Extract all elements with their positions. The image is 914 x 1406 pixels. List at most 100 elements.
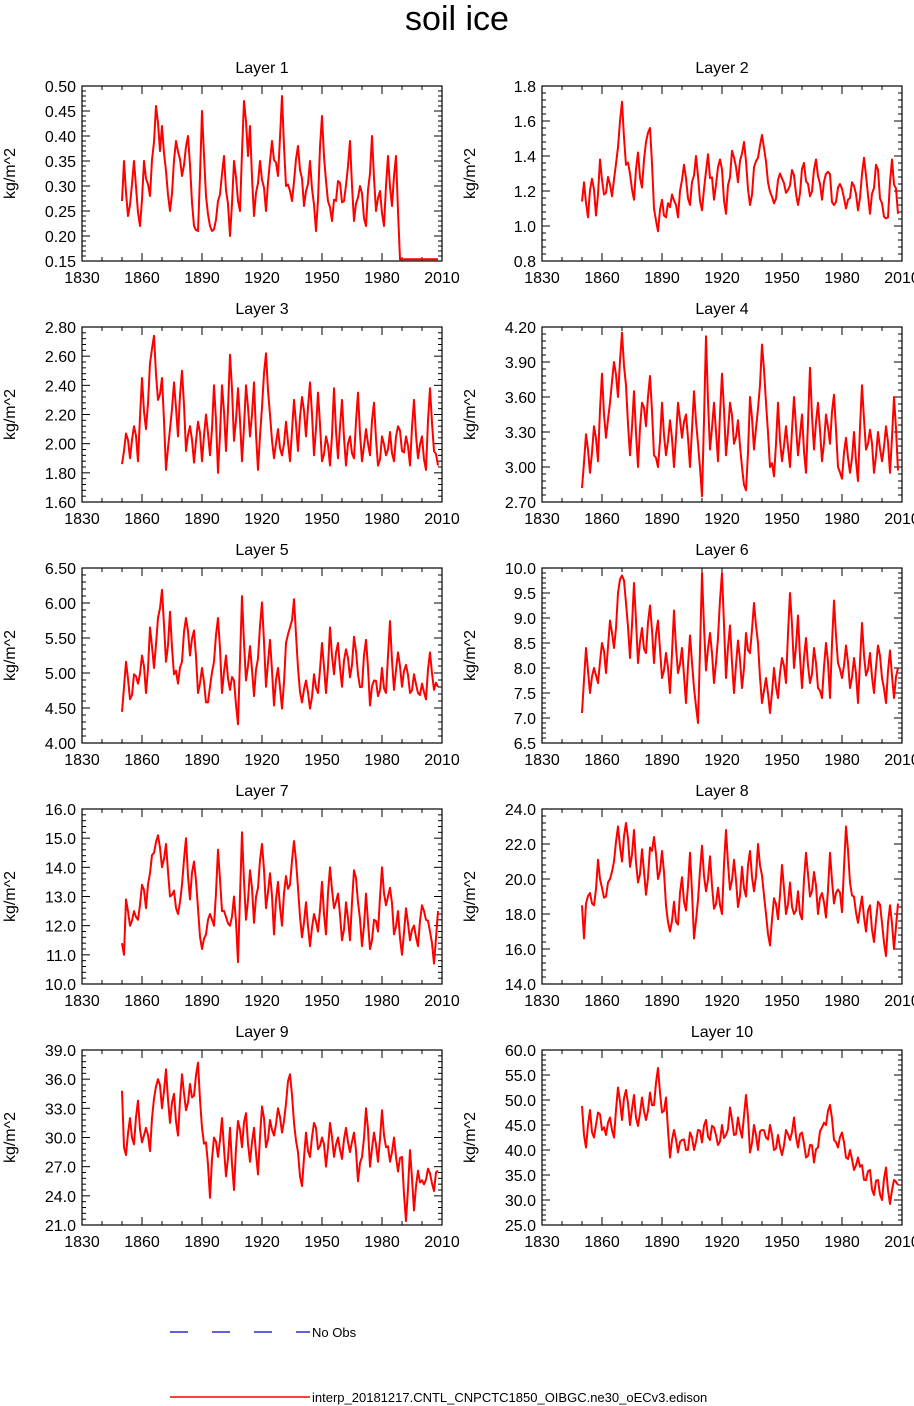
panel-title: Layer 5 [235, 542, 288, 559]
x-tick-label: 1890 [184, 270, 220, 287]
x-tick-label: 1860 [584, 270, 620, 287]
chart-panel-layer-1: Layer 1 1830 1860 1890 1920 1950 1980 2010 0.15 0… [2, 60, 460, 287]
y-tick-label: 7.5 [514, 686, 536, 703]
x-tick-label: 1860 [124, 993, 160, 1010]
series-line [121, 1061, 439, 1223]
y-tick-label: 3.60 [505, 390, 536, 407]
panel-title: Layer 2 [695, 60, 748, 77]
y-tick-label: 21.0 [45, 1218, 76, 1235]
series-line [121, 95, 438, 261]
y-tick-label: 1.2 [514, 184, 536, 201]
panel-title: Layer 10 [691, 1024, 753, 1041]
x-tick-label: 1830 [64, 752, 100, 769]
y-tick-label: 2.00 [45, 437, 76, 454]
x-tick-label: 1980 [364, 1234, 400, 1251]
page-title: soil ice [405, 0, 509, 38]
x-tick-label: 1980 [824, 270, 860, 287]
x-tick-label: 1830 [64, 993, 100, 1010]
series-line [581, 331, 899, 498]
x-tick-label: 1980 [824, 993, 860, 1010]
y-tick-label: 4.50 [45, 701, 76, 718]
y-tick-label: 10.0 [45, 977, 76, 994]
y-tick-label: 24.0 [505, 802, 536, 819]
x-tick-label: 1830 [524, 511, 560, 528]
series-line [581, 572, 899, 724]
y-tick-label: 2.80 [45, 320, 76, 337]
y-tick-label: 2.70 [505, 495, 536, 512]
x-tick-label: 2010 [884, 270, 914, 287]
x-tick-label: 1830 [524, 270, 560, 287]
x-tick-label: 1980 [824, 752, 860, 769]
y-tick-label: 0.15 [45, 254, 76, 271]
y-tick-label: 27.0 [45, 1160, 76, 1177]
chart-panel-layer-7: Layer 7 1830 1860 1890 1920 1950 1980 2010 10.0 1… [2, 783, 460, 1010]
y-tick-label: 36.0 [45, 1072, 76, 1089]
y-axis-label: kg/m^2 [462, 389, 479, 440]
y-tick-label: 18.0 [505, 907, 536, 924]
y-tick-label: 39.0 [45, 1043, 76, 1060]
x-tick-label: 1980 [824, 511, 860, 528]
y-axis-label: kg/m^2 [462, 871, 479, 922]
x-tick-label: 1950 [764, 511, 800, 528]
x-tick-label: 2010 [884, 993, 914, 1010]
panel-title: Layer 7 [235, 783, 288, 800]
series-line [121, 831, 439, 965]
x-tick-label: 1920 [704, 270, 740, 287]
y-tick-label: 15.0 [45, 831, 76, 848]
legend-model-label: interp_20181217.CNTL_CNPCTC1850_OIBGC.ne… [312, 1390, 707, 1405]
chart-panel-layer-10: Layer 10 1830 1860 1890 1920 1950 1980 2010 25.0… [462, 1024, 914, 1251]
x-tick-label: 1860 [584, 1234, 620, 1251]
y-tick-label: 20.0 [505, 872, 536, 889]
x-tick-label: 1860 [124, 270, 160, 287]
y-tick-label: 4.00 [45, 736, 76, 753]
x-tick-label: 1860 [584, 752, 620, 769]
x-tick-label: 1980 [364, 752, 400, 769]
x-tick-label: 1830 [64, 511, 100, 528]
chart-panel-layer-9: Layer 9 1830 1860 1890 1920 1950 1980 2010 21.0 2… [2, 1024, 460, 1251]
x-tick-label: 2010 [884, 1234, 914, 1251]
chart-panel-layer-4: Layer 4 1830 1860 1890 1920 1950 1980 2010 2.70 3… [462, 301, 914, 528]
series-line [121, 588, 439, 726]
chart-panel-layer-2: Layer 2 1830 1860 1890 1920 1950 1980 2010 0.8 1.… [462, 60, 914, 287]
y-tick-label: 24.0 [45, 1189, 76, 1206]
panel-title: Layer 1 [235, 60, 288, 77]
y-tick-label: 30.0 [45, 1131, 76, 1148]
y-tick-label: 45.0 [505, 1118, 536, 1135]
x-tick-label: 1950 [304, 270, 340, 287]
y-tick-label: 22.0 [505, 837, 536, 854]
y-tick-label: 0.40 [45, 129, 76, 146]
x-tick-label: 1950 [764, 752, 800, 769]
x-tick-label: 1920 [244, 1234, 280, 1251]
y-axis-label: kg/m^2 [2, 630, 19, 681]
y-axis-label: kg/m^2 [462, 630, 479, 681]
y-tick-label: 14.0 [505, 977, 536, 994]
y-tick-label: 0.30 [45, 179, 76, 196]
panel-title: Layer 3 [235, 301, 288, 318]
y-tick-label: 0.25 [45, 204, 76, 221]
y-tick-label: 40.0 [505, 1143, 536, 1160]
y-tick-label: 50.0 [505, 1093, 536, 1110]
x-tick-label: 1950 [304, 752, 340, 769]
x-tick-label: 2010 [424, 1234, 460, 1251]
x-tick-label: 1980 [364, 270, 400, 287]
y-tick-label: 2.20 [45, 408, 76, 425]
y-axis-label: kg/m^2 [2, 148, 19, 199]
x-tick-label: 1920 [244, 270, 280, 287]
y-tick-label: 35.0 [505, 1168, 536, 1185]
y-tick-label: 5.50 [45, 631, 76, 648]
plot-frame [541, 326, 903, 503]
x-tick-label: 1890 [644, 752, 680, 769]
y-tick-label: 30.0 [505, 1193, 536, 1210]
x-tick-label: 1980 [824, 1234, 860, 1251]
x-tick-label: 1830 [64, 270, 100, 287]
x-tick-label: 1830 [64, 1234, 100, 1251]
y-tick-label: 3.00 [505, 460, 536, 477]
panel-title: Layer 6 [695, 542, 748, 559]
x-tick-label: 1860 [124, 752, 160, 769]
y-axis-label: kg/m^2 [2, 871, 19, 922]
x-tick-label: 1830 [524, 752, 560, 769]
x-tick-label: 1890 [184, 1234, 220, 1251]
x-tick-label: 2010 [424, 993, 460, 1010]
y-tick-label: 25.0 [505, 1218, 536, 1235]
series-line [121, 334, 439, 474]
